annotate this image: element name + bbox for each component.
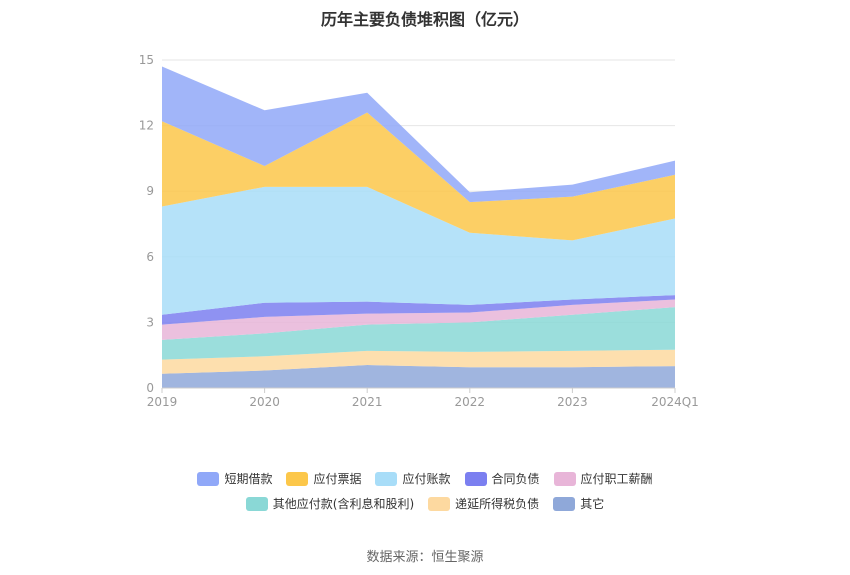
source-note: 数据来源：恒生聚源 xyxy=(366,550,484,565)
legend-label: 应付票据 xyxy=(313,472,362,486)
legend-item[interactable]: 应付账款 xyxy=(375,470,451,487)
legend-item[interactable]: 应付职工薪酬 xyxy=(553,470,653,487)
legend: 短期借款 应付票据 应付账款 合同负债 应付职工薪酬 其他应付款(含利息和股利) 递延所得… xyxy=(0,470,850,520)
area-series-6[interactable] xyxy=(162,112,675,241)
x-tick-label: 2022 xyxy=(455,395,486,409)
legend-label: 应付账款 xyxy=(402,472,451,486)
x-tick-label: 2021 xyxy=(352,395,383,409)
axis-layer: 0 3 6 9 12 15 2019 2020 2021 2022 2023 2024Q1 xyxy=(139,53,699,409)
legend-swatch xyxy=(553,496,576,511)
legend-item[interactable]: 递延所得税负债 xyxy=(428,495,539,512)
area-series-2[interactable] xyxy=(162,307,675,360)
legend-item[interactable]: 应付票据 xyxy=(286,470,361,487)
legend-item[interactable]: 短期借款 xyxy=(197,470,272,487)
legend-label: 合同负债 xyxy=(491,472,540,486)
legend-swatch xyxy=(286,471,309,486)
x-tick-label: 2019 xyxy=(147,395,178,409)
legend-swatch xyxy=(553,471,576,486)
y-tick-label: 15 xyxy=(139,53,154,67)
area-series-7[interactable] xyxy=(162,66,675,203)
legend-swatch xyxy=(197,471,220,486)
area-series-4[interactable] xyxy=(162,295,675,325)
legend-swatch xyxy=(464,471,487,486)
legend-label: 应付职工薪酬 xyxy=(580,472,653,486)
area-series-5[interactable] xyxy=(162,186,675,315)
area-layer xyxy=(162,66,675,388)
x-tick-label: 2024Q1 xyxy=(651,395,699,409)
legend-row-1: 短期借款 应付票据 应付账款 合同负债 应付职工薪酬 xyxy=(0,470,850,487)
legend-label: 短期借款 xyxy=(224,472,273,486)
y-tick-label: 6 xyxy=(146,250,154,264)
legend-swatch xyxy=(375,471,398,486)
legend-label: 其他应付款(含利息和股利) xyxy=(272,497,415,511)
legend-label: 递延所得税负债 xyxy=(455,497,540,511)
area-series-3[interactable] xyxy=(162,299,675,340)
y-tick-label: 3 xyxy=(146,315,154,329)
legend-swatch xyxy=(245,496,268,511)
legend-item[interactable]: 其它 xyxy=(553,495,604,512)
chart-title: 历年主要负债堆积图（亿元） xyxy=(320,10,529,29)
area-series-0[interactable] xyxy=(162,365,675,388)
legend-swatch xyxy=(428,496,451,511)
chart-plot: 0 3 6 9 12 15 2019 2020 2021 2022 2023 2024Q1 xyxy=(139,53,699,409)
x-tick-label: 2020 xyxy=(249,395,280,409)
area-series-1[interactable] xyxy=(162,349,675,374)
legend-row-2: 其他应付款(含利息和股利) 递延所得税负债 其它 xyxy=(0,495,850,512)
legend-item[interactable]: 其他应付款(含利息和股利) xyxy=(245,495,415,512)
legend-label: 其它 xyxy=(580,497,605,511)
y-tick-label: 9 xyxy=(146,184,154,198)
y-tick-label: 0 xyxy=(146,381,154,395)
legend-item[interactable]: 合同负债 xyxy=(464,470,540,487)
y-tick-label: 12 xyxy=(139,119,154,133)
x-tick-label: 2023 xyxy=(557,395,588,409)
